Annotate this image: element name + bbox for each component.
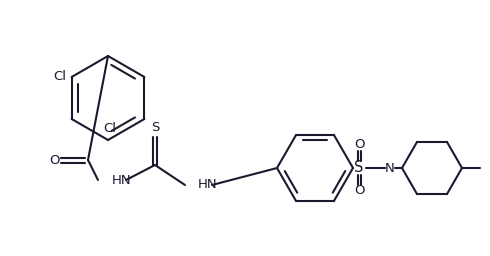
Text: S: S [151,121,159,134]
Text: O: O [354,185,364,197]
Text: S: S [354,161,364,176]
Text: Cl: Cl [53,70,67,83]
Text: HN: HN [112,174,132,187]
Text: HN: HN [198,178,218,191]
Text: O: O [49,154,59,166]
Text: N: N [385,162,395,175]
Text: Cl: Cl [103,122,117,135]
Text: O: O [354,138,364,152]
